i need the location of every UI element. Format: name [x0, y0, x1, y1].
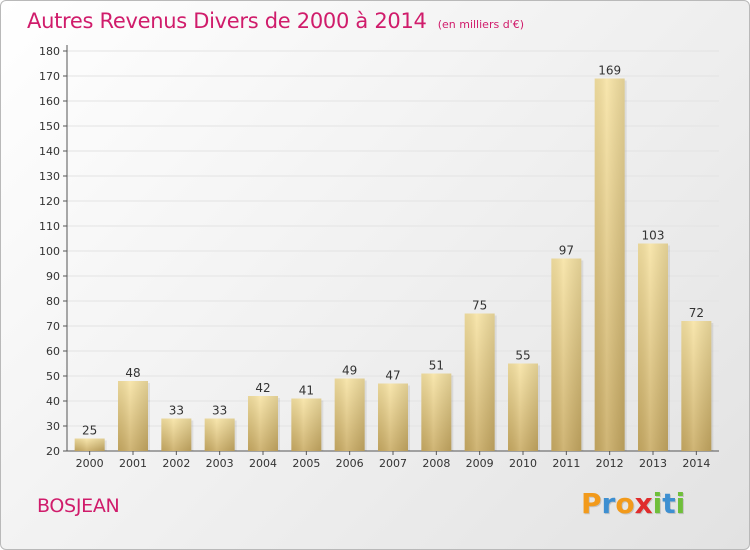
data-label: 49 [342, 364, 357, 378]
y-tick-label: 160 [39, 95, 60, 108]
chart-subtitle: (en milliers d'€) [437, 18, 524, 31]
y-tick-label: 60 [46, 345, 60, 358]
y-tick-label: 80 [46, 295, 60, 308]
x-tick-label: 2003 [206, 457, 234, 470]
x-tick-label: 2002 [162, 457, 190, 470]
x-tick-label: 2007 [379, 457, 407, 470]
x-tick-label: 2012 [596, 457, 624, 470]
bar-shade [638, 243, 668, 451]
bar-shade [551, 258, 582, 451]
logo-letter: x [634, 487, 653, 520]
x-tick-label: 2013 [639, 457, 667, 470]
bar-shade [421, 373, 452, 451]
y-tick-label: 150 [39, 120, 60, 133]
bar-shade [291, 398, 322, 451]
y-tick-label: 170 [39, 70, 60, 83]
bar-shade [334, 378, 365, 451]
bar-shade [594, 78, 625, 451]
x-tick-label: 2005 [292, 457, 320, 470]
data-label: 48 [125, 366, 140, 380]
x-tick-label: 2004 [249, 457, 277, 470]
y-tick-label: 50 [46, 370, 60, 383]
proxiti-logo[interactable]: Proxiti [581, 487, 685, 520]
x-tick-label: 2008 [422, 457, 450, 470]
data-label: 103 [642, 229, 665, 243]
y-tick-label: 40 [46, 395, 60, 408]
chart-title: Autres Revenus Divers de 2000 à 2014 [27, 9, 427, 33]
logo-letter: i [675, 487, 686, 520]
labels: 20 30 40 50 60 70 80 90 100 110 120 130 140 150 160 170… [39, 45, 710, 470]
data-label: 97 [559, 244, 574, 258]
commune-name: BOSJEAN [37, 495, 120, 517]
data-label: 25 [82, 424, 97, 438]
data-label: 51 [429, 359, 444, 373]
y-tick-label: 20 [46, 445, 60, 458]
logo-letter: P [581, 487, 602, 520]
y-tick-label: 100 [39, 245, 60, 258]
data-label: 42 [255, 381, 270, 395]
bar-shade [204, 418, 235, 451]
x-tick-label: 2006 [336, 457, 364, 470]
x-tick-label: 2001 [119, 457, 147, 470]
bar-shade [464, 313, 495, 451]
x-tick-label: 2014 [682, 457, 710, 470]
bar-shade [508, 363, 538, 451]
bars [74, 78, 714, 451]
logo-letter: t [662, 487, 676, 520]
data-label: 72 [689, 306, 704, 320]
bar-shade [681, 321, 712, 451]
bar-shade [118, 381, 148, 451]
data-label: 75 [472, 299, 487, 313]
logo-letter: r [601, 487, 616, 520]
y-tick-label: 140 [39, 145, 60, 158]
data-label: 33 [212, 404, 227, 418]
y-tick-label: 30 [46, 420, 60, 433]
bar-shade [161, 418, 192, 451]
logo-letter: o [615, 487, 635, 520]
y-tick-label: 70 [46, 320, 60, 333]
y-tick-label: 110 [39, 220, 60, 233]
data-label: 47 [385, 369, 400, 383]
x-tick-label: 2011 [552, 457, 580, 470]
bar-shade [378, 383, 408, 451]
x-tick-label: 2009 [466, 457, 494, 470]
title-row: Autres Revenus Divers de 2000 à 2014 (en… [27, 9, 524, 33]
y-tick-label: 180 [39, 45, 60, 58]
data-label: 55 [515, 349, 530, 363]
data-label: 169 [598, 64, 621, 78]
x-tick-label: 2000 [76, 457, 104, 470]
y-tick-label: 90 [46, 270, 60, 283]
logo-letter: i [652, 487, 663, 520]
bar-shade [248, 396, 278, 451]
x-tick-label: 2010 [509, 457, 537, 470]
y-tick-label: 120 [39, 195, 60, 208]
data-label: 33 [169, 404, 184, 418]
data-label: 41 [299, 384, 314, 398]
y-tick-label: 130 [39, 170, 60, 183]
bar-shade [74, 438, 105, 451]
